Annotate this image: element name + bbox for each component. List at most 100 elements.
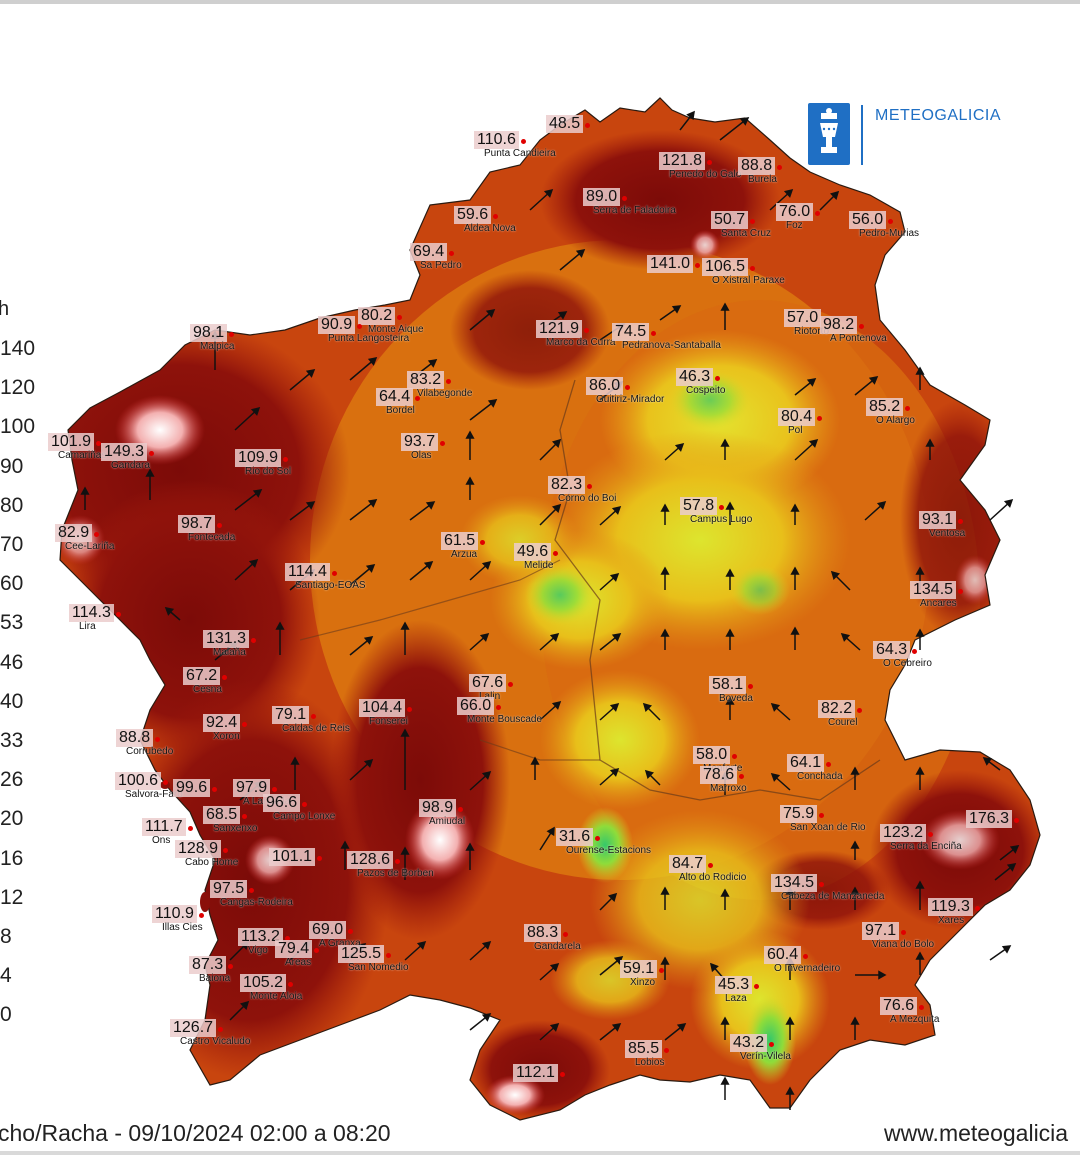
- station-dot-icon: [493, 213, 499, 219]
- wind-arrow-head: [642, 702, 653, 713]
- station-marker: 84.7 Alto do Rodicio: [669, 855, 746, 883]
- station-gust-value: 76.0: [776, 203, 814, 221]
- station-dot-icon: [553, 550, 559, 556]
- station-dot-icon: [284, 935, 290, 941]
- station-name: Ventosa: [929, 528, 966, 539]
- wind-arrow-head: [915, 880, 925, 889]
- station-marker: 82.9 Cee-Lariña: [55, 524, 114, 552]
- station-name: Ourense-Estacions: [566, 845, 652, 856]
- station-dot-icon: [115, 611, 121, 617]
- station-gust-value: 114.4: [285, 563, 330, 581]
- station-name: Boveda: [719, 693, 753, 704]
- station-marker: 126.7 Castro Vicaludo: [170, 1019, 250, 1047]
- wind-arrow-head: [367, 356, 378, 366]
- wind-arrow-head: [725, 568, 735, 577]
- wind-arrow-head: [915, 951, 925, 960]
- wind-arrow-head: [806, 378, 817, 387]
- wind-arrow-head: [367, 499, 378, 508]
- station-marker: 69.0 A Granxa: [309, 921, 361, 949]
- station-name: Courel: [828, 717, 858, 728]
- station-dot-icon: [750, 218, 756, 224]
- station-gust-value: 112.1: [513, 1064, 558, 1082]
- station-gust-value: 110.9: [152, 905, 197, 923]
- station-dot-icon: [249, 887, 255, 893]
- wind-arrow-head: [416, 940, 427, 950]
- station-dot-icon: [251, 637, 257, 643]
- station-dot-icon: [974, 905, 980, 911]
- station-name: San Xoan de Rio: [790, 822, 866, 833]
- wind-arrow-head: [164, 606, 175, 616]
- station-gust-value: 98.1: [190, 324, 228, 342]
- station-dot-icon: [958, 588, 964, 594]
- station-gust-value: 98.9: [419, 799, 457, 817]
- station-name: O Invernadeiro: [774, 963, 841, 974]
- station-gust-value: 88.8: [738, 157, 776, 175]
- station-dot-icon: [622, 195, 628, 201]
- station-dot-icon: [888, 218, 894, 224]
- station-gust-value: 100.6: [115, 772, 162, 790]
- wind-arrow-head: [644, 769, 655, 780]
- website-link[interactable]: www.meteogalicia: [884, 1120, 1069, 1146]
- wind-arrow-head: [80, 486, 90, 495]
- wind-arrow-head: [481, 940, 492, 950]
- wind-arrow-head: [720, 1016, 730, 1025]
- station-dot-icon: [584, 327, 590, 333]
- station-dot-icon: [803, 953, 809, 959]
- station-gust-value: 78.6: [700, 766, 738, 784]
- legend-unit: h: [0, 298, 10, 320]
- wind-arrow-head: [530, 756, 540, 765]
- station-dot-icon: [288, 981, 294, 987]
- wind-arrow-head: [575, 249, 586, 258]
- wind-arrow-head: [915, 366, 925, 375]
- station-gust-value: 98.7: [178, 515, 216, 533]
- station-name: Pedranova-Santaballa: [622, 340, 721, 351]
- station-name: Burela: [748, 174, 777, 185]
- station-name: Xinzo: [630, 977, 656, 988]
- wind-arrow-head: [485, 309, 496, 318]
- station-marker: 58.0Monforte: [693, 746, 742, 774]
- station-marker: 93.1 Ventosa: [919, 511, 965, 539]
- legend-tick: 120: [0, 376, 36, 400]
- station-gust-value: 134.5: [771, 874, 818, 892]
- station-dot-icon: [357, 323, 363, 329]
- legend-tick: 46: [0, 650, 24, 674]
- station-marker: 78.6 Marroxo: [700, 766, 747, 794]
- station-dot-icon: [664, 1047, 670, 1053]
- station-dot-icon: [446, 378, 452, 384]
- station-gust-value: 48.5: [546, 115, 584, 133]
- station-gust-value: 64.3: [873, 641, 911, 659]
- wind-arrow-head: [660, 503, 670, 512]
- station-dot-icon: [901, 929, 907, 935]
- station-gust-value: 126.7: [170, 1019, 217, 1037]
- station-dot-icon: [520, 138, 526, 144]
- station-marker: 101.1: [269, 848, 323, 866]
- wind-arrow-head: [340, 840, 350, 849]
- wind-arrow-head: [546, 826, 555, 837]
- station-name: O Xistral Paraxe: [712, 275, 785, 286]
- station-gust-value: 121.9: [536, 320, 583, 338]
- station-name: Riotorto: [794, 326, 830, 337]
- station-marker: 88.8 Burela: [738, 157, 783, 185]
- map-caption: cho/Racha - 09/10/2024 02:00 a 08:20: [0, 1120, 391, 1146]
- station-dot-icon: [708, 862, 714, 868]
- station-gust-value: 67.2: [183, 667, 221, 685]
- station-dot-icon: [415, 395, 421, 401]
- station-name: Ancares: [920, 598, 957, 609]
- wind-arrow-head: [783, 188, 794, 198]
- wind-arrow-head: [915, 628, 925, 637]
- station-name: Melide: [524, 560, 554, 571]
- station-name: Ons: [152, 835, 171, 846]
- station-gust-value: 109.9: [235, 449, 282, 467]
- station-name: Gandara: [111, 460, 150, 471]
- wind-arrow-head: [770, 702, 781, 712]
- station-gust-value: 83.2: [407, 371, 445, 389]
- wind-arrow-head: [1001, 945, 1012, 954]
- wind-arrow-head: [850, 840, 860, 849]
- station-name: Marco da Curra: [546, 337, 616, 348]
- station-dot-icon: [905, 405, 911, 411]
- station-dot-icon: [1014, 817, 1020, 823]
- wind-arrow-head: [925, 438, 935, 447]
- station-name: Cee-Lariña: [65, 541, 115, 552]
- station-dot-icon: [395, 858, 401, 864]
